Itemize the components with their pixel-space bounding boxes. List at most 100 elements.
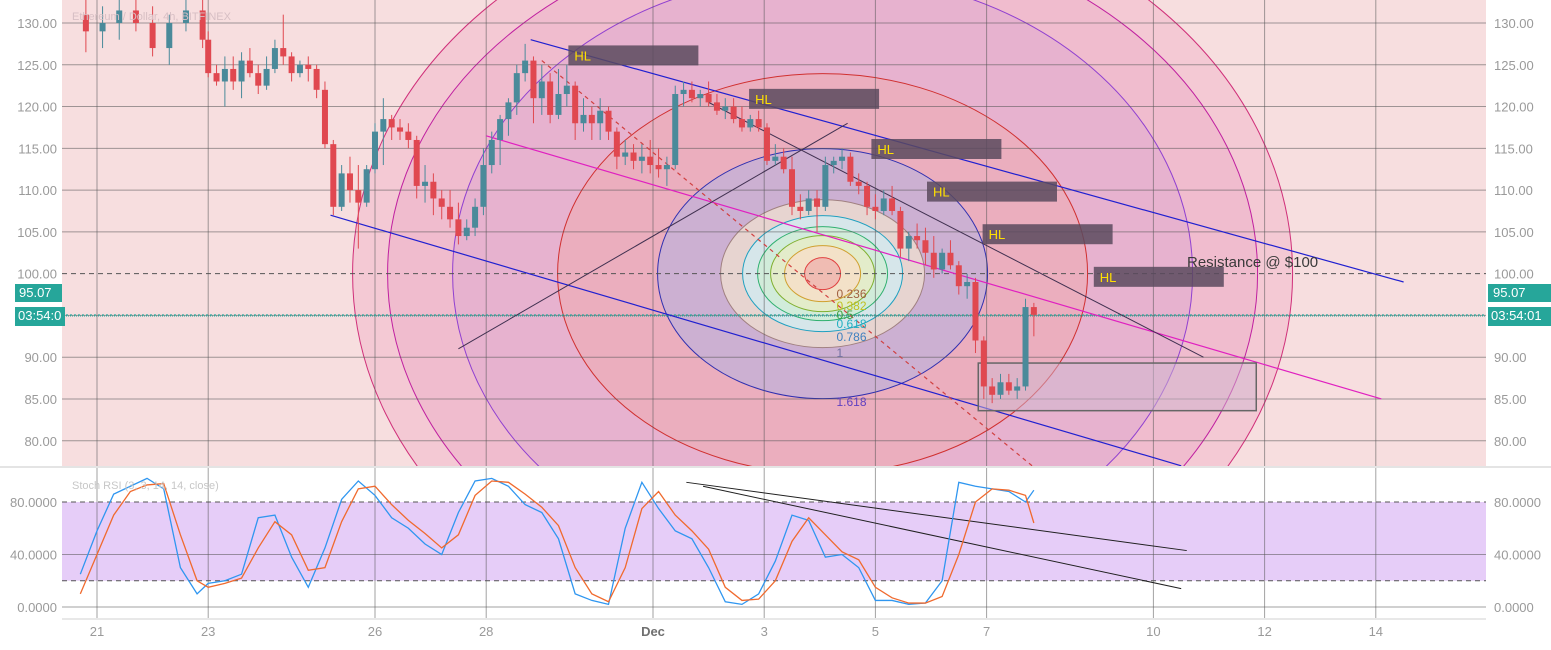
candle-body	[221, 68, 228, 82]
candle-body	[964, 282, 971, 287]
candle-body	[580, 114, 587, 124]
candle-body	[755, 119, 762, 128]
hl-label: HL	[574, 48, 591, 63]
hl-box	[927, 181, 1057, 202]
fib-ellipses	[352, 0, 1293, 466]
time-tick: 10	[1146, 624, 1160, 639]
black-trendline-down	[708, 101, 1204, 358]
candle-body	[505, 102, 512, 120]
hl-label: HL	[877, 142, 894, 157]
stoch-tick-left: 0.0000	[17, 600, 57, 615]
fib-label: 0.5	[836, 308, 853, 322]
price-tick-right: 105.00	[1494, 225, 1534, 240]
hl-labels: HL HL HL HL HL HL	[568, 45, 1224, 287]
candle-body	[780, 156, 787, 170]
candle-body	[872, 206, 879, 211]
candle-body	[630, 152, 637, 161]
price-tick-left: 105.00	[17, 225, 57, 240]
candle-body	[116, 10, 123, 23]
candle-body	[538, 81, 545, 99]
svg-text:95.07: 95.07	[1493, 285, 1526, 300]
candle-body	[880, 198, 887, 211]
price-tick-right: 130.00	[1494, 16, 1534, 31]
price-tick-left: 100.00	[17, 267, 57, 282]
candle-body	[205, 39, 212, 74]
candle-body	[972, 282, 979, 341]
candle-body	[280, 48, 287, 57]
candle-body	[1014, 386, 1021, 391]
sub-grid	[62, 468, 1486, 618]
stoch-left-axis: 80.0000 40.0000 0.0000	[10, 495, 57, 615]
candle-body	[738, 119, 745, 128]
candle-body	[255, 73, 262, 86]
candle-body	[722, 106, 729, 111]
candle-body	[789, 169, 795, 207]
time-tick: 21	[90, 624, 104, 639]
price-tick-left: 130.00	[17, 16, 57, 31]
candle-body	[132, 10, 139, 23]
candle-body	[380, 119, 387, 132]
stoch-trendline	[686, 481, 1187, 552]
hl-label: HL	[933, 185, 950, 200]
candle-body	[166, 23, 173, 49]
stoch-title: Stoch RSI (3, 3, 14, 14, close)	[72, 480, 219, 492]
price-tick-right: 115.00	[1494, 141, 1533, 156]
candle-body	[82, 14, 89, 32]
time-tick: 12	[1257, 624, 1271, 639]
candle-body	[688, 89, 695, 99]
stoch-trendline	[702, 485, 1182, 590]
fib-label: 0.786	[836, 330, 866, 344]
candle-body	[497, 119, 504, 140]
hl-box	[871, 138, 1002, 159]
candle-body	[288, 56, 295, 74]
chart-title: Ethereum / Dollar, 4h, BITFINEX	[72, 11, 232, 23]
fib-label: 0.382	[836, 299, 866, 313]
candle-body	[1005, 382, 1012, 391]
candle-body	[355, 190, 362, 203]
candle-body	[555, 94, 562, 115]
price-tick-left: 110.00	[18, 183, 57, 198]
stoch-tick-right: 0.0000	[1494, 600, 1534, 615]
candlesticks	[82, 0, 1037, 404]
candle-body	[989, 386, 996, 395]
candle-body	[363, 169, 370, 203]
candle-body	[397, 127, 404, 132]
candle-body	[655, 165, 662, 170]
candle-body	[563, 85, 570, 95]
candle-body	[705, 94, 712, 103]
hl-box	[1093, 266, 1224, 287]
candle-body	[522, 60, 529, 74]
candle-body	[855, 181, 862, 186]
right-countdown-badge: 03:54:01	[1488, 307, 1551, 326]
candle-body	[647, 156, 654, 166]
candle-body	[797, 206, 804, 211]
candle-body	[338, 173, 345, 207]
price-tick-right: 110.00	[1494, 183, 1533, 198]
candle-body	[422, 181, 429, 186]
time-tick: 7	[983, 624, 990, 639]
price-tick-left: 80.00	[24, 434, 57, 449]
candle-body	[713, 102, 720, 111]
candle-body	[405, 131, 412, 140]
candle-body	[772, 156, 779, 161]
candle-body	[472, 206, 479, 228]
candle-body	[930, 252, 937, 270]
hl-label: HL	[989, 227, 1006, 242]
candle-body	[230, 68, 237, 82]
candle-body	[939, 252, 946, 270]
candle-body	[430, 181, 437, 199]
candle-body	[730, 106, 737, 120]
stoch-band	[62, 502, 1486, 581]
time-tick: Dec	[641, 624, 665, 639]
candle-body	[980, 340, 987, 387]
candle-body	[199, 10, 206, 40]
svg-text:95.07: 95.07	[19, 285, 52, 300]
candle-body	[388, 119, 395, 128]
candle-body	[613, 131, 620, 157]
candle-body	[914, 236, 921, 241]
candle-body	[413, 139, 420, 186]
candle-body	[238, 60, 245, 82]
price-tick-left: 120.00	[17, 100, 57, 115]
